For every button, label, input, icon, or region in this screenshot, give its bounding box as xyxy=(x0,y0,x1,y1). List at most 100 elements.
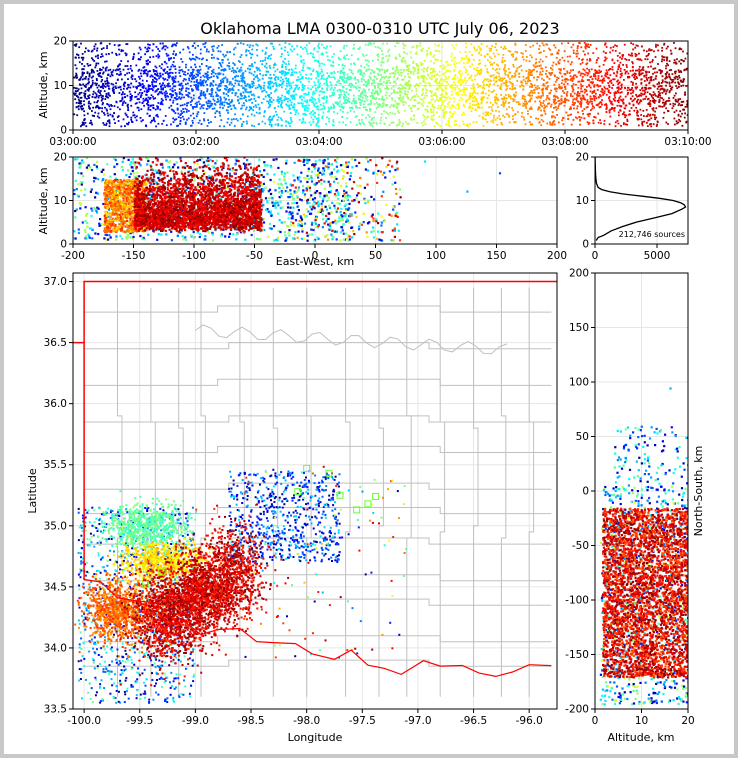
time-altitude-point xyxy=(663,42,666,45)
time-altitude-point xyxy=(342,47,345,49)
time-altitude-point xyxy=(179,75,182,77)
time-altitude-point xyxy=(614,96,617,99)
time-altitude-point xyxy=(653,98,656,101)
time-altitude-point xyxy=(487,80,490,83)
time-altitude-point xyxy=(134,96,137,98)
time-altitude-point xyxy=(275,88,278,91)
time-altitude-point xyxy=(293,96,296,99)
time-altitude-point xyxy=(239,56,242,58)
time-altitude-point xyxy=(75,87,78,90)
time-altitude-point xyxy=(432,98,434,101)
time-altitude-point xyxy=(137,93,140,96)
time-altitude-point xyxy=(569,114,571,116)
time-altitude-point xyxy=(91,68,93,71)
time-altitude-point xyxy=(515,101,518,103)
time-altitude-point xyxy=(416,108,419,111)
time-altitude-point xyxy=(421,68,424,71)
time-altitude-point xyxy=(478,59,481,62)
time-altitude-point xyxy=(480,72,482,74)
time-altitude-point xyxy=(622,102,625,105)
time-altitude-point xyxy=(214,112,217,115)
time-altitude-point xyxy=(211,107,214,110)
time-altitude-point xyxy=(288,43,291,45)
time-altitude-point xyxy=(498,114,501,117)
time-altitude-point xyxy=(104,80,106,83)
time-altitude-point xyxy=(431,74,433,77)
time-altitude-point xyxy=(591,100,593,103)
time-altitude-point xyxy=(458,124,461,127)
time-altitude-point xyxy=(251,48,254,51)
time-altitude-point xyxy=(371,95,374,97)
time-altitude-point xyxy=(256,74,258,77)
time-altitude-point xyxy=(605,107,608,110)
time-altitude-point xyxy=(583,88,586,91)
time-altitude-point xyxy=(124,74,126,76)
time-altitude-point xyxy=(264,110,266,112)
time-altitude-point xyxy=(436,82,438,85)
time-altitude-point xyxy=(74,94,76,96)
time-altitude-point xyxy=(569,55,571,58)
time-altitude-point xyxy=(557,60,560,63)
time-altitude-point xyxy=(406,52,409,55)
time-altitude-point xyxy=(460,83,463,86)
time-altitude-point xyxy=(282,72,284,74)
time-altitude-point xyxy=(287,78,290,80)
time-altitude-point xyxy=(105,95,107,98)
time-altitude-point xyxy=(554,80,557,83)
time-altitude-point xyxy=(195,84,197,86)
time-altitude-point xyxy=(516,80,519,82)
time-altitude-point xyxy=(185,83,187,86)
time-altitude-point xyxy=(605,104,608,107)
time-altitude-point xyxy=(126,116,129,118)
time-altitude-point xyxy=(621,83,623,86)
time-altitude-point xyxy=(508,101,511,104)
time-altitude-point xyxy=(268,55,271,57)
time-altitude-point xyxy=(166,79,169,81)
time-altitude-point xyxy=(490,91,493,93)
time-altitude-point xyxy=(165,90,167,93)
time-altitude-point xyxy=(468,77,471,80)
time-altitude-point xyxy=(656,71,658,74)
time-altitude-point xyxy=(260,101,263,104)
time-altitude-point xyxy=(264,74,267,76)
time-altitude-point xyxy=(266,71,269,73)
time-altitude-point xyxy=(531,84,533,87)
time-altitude-point xyxy=(174,71,177,74)
time-altitude-point xyxy=(305,77,307,79)
time-altitude-point xyxy=(509,87,511,90)
time-altitude-point xyxy=(333,111,335,113)
time-altitude-point xyxy=(657,93,660,96)
time-altitude-point xyxy=(440,105,443,107)
time-altitude-point xyxy=(350,82,353,85)
time-altitude-point xyxy=(191,77,193,80)
time-altitude-point xyxy=(439,125,442,127)
time-altitude-point xyxy=(383,110,386,113)
time-altitude-point xyxy=(570,93,572,95)
time-altitude-point xyxy=(643,115,645,117)
time-altitude-point xyxy=(543,84,546,87)
time-altitude-point xyxy=(392,67,395,70)
time-altitude-point xyxy=(288,105,290,108)
time-altitude-point xyxy=(141,83,144,85)
time-altitude-point xyxy=(226,109,229,112)
time-altitude-point xyxy=(655,75,658,77)
time-altitude-point xyxy=(604,87,607,90)
time-altitude-point xyxy=(88,75,91,78)
time-altitude-point xyxy=(447,69,449,72)
time-altitude-point xyxy=(652,84,655,87)
time-altitude-point xyxy=(115,87,117,89)
time-altitude-point xyxy=(663,89,666,92)
time-altitude-point xyxy=(546,96,549,99)
time-altitude-point xyxy=(162,73,164,76)
time-altitude-point xyxy=(595,70,598,72)
time-altitude-point xyxy=(441,46,444,48)
time-altitude-point xyxy=(87,82,89,85)
time-altitude-point xyxy=(133,114,136,117)
time-altitude-point xyxy=(470,87,473,90)
time-altitude-point xyxy=(616,54,619,57)
time-altitude-point xyxy=(135,95,138,98)
time-altitude-point xyxy=(170,104,173,107)
time-altitude-point xyxy=(105,124,107,126)
time-altitude-point xyxy=(558,68,561,70)
time-altitude-point xyxy=(395,66,398,69)
